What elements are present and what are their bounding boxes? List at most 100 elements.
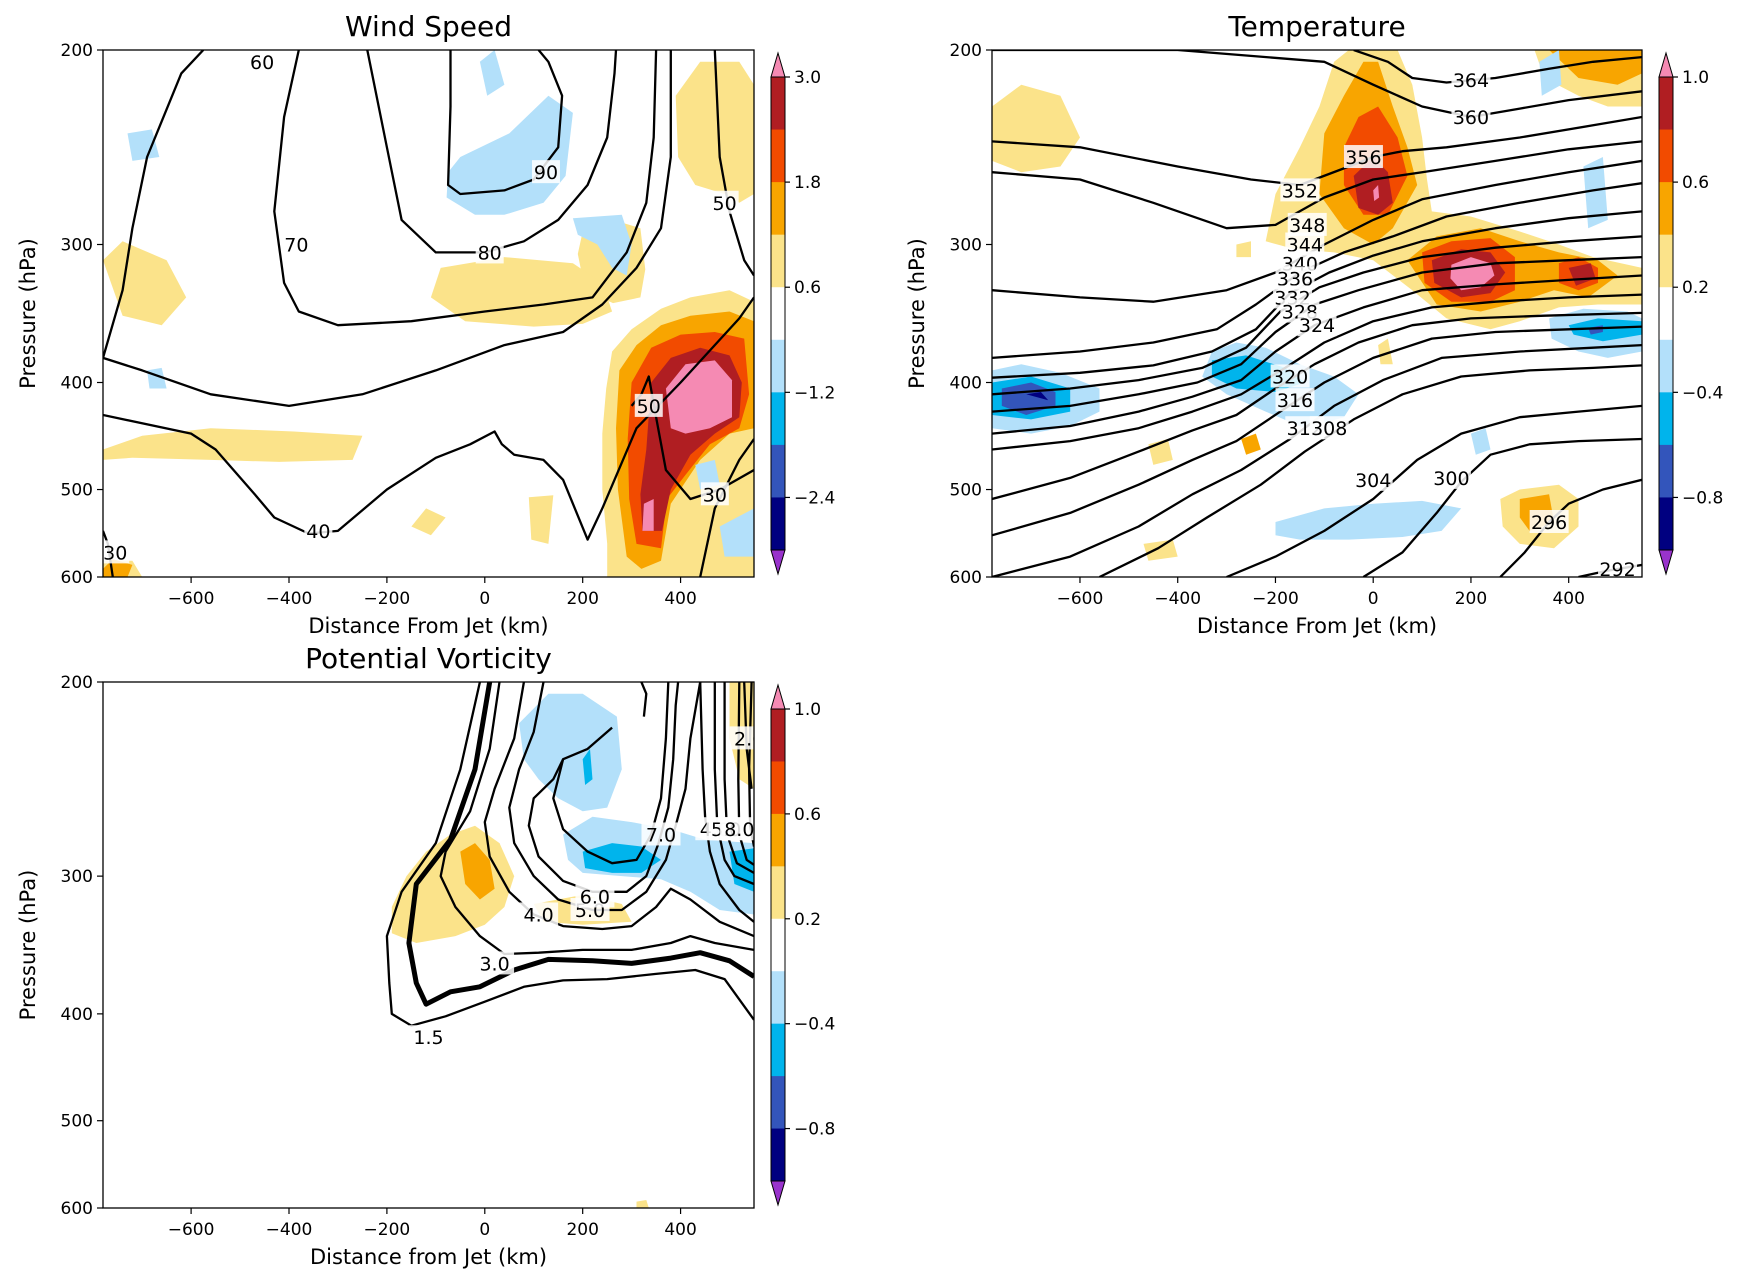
contour-label-bg [729,726,754,750]
x-tick-label: −200 [1252,589,1299,609]
y-tick-label: 500 [950,481,982,501]
colorbar-segment [771,287,785,341]
contour-label: 70 [284,235,308,257]
contour-label: 6.0 [580,886,610,908]
colorbar-segment [771,813,785,867]
colorbar-tick-label: 0.6 [794,805,821,825]
contour-label: 356 [1345,147,1381,169]
y-tick-label: 300 [61,867,93,887]
contour-label-bg [641,822,681,846]
contour-label-bg [1287,212,1327,236]
colorbar-extend-max [1658,51,1674,78]
colorbar-segment [771,1076,785,1130]
contour-label-bg [304,518,333,542]
contour-line [992,293,1642,451]
contour-label: 1.5 [413,1027,443,1049]
filled-region [446,95,573,215]
colorbar-segment [1659,77,1673,131]
contour-label: 4.0 [524,904,554,926]
colorbar: −0.8 −0.4 0.2 0.6 1.0 [1658,51,1723,576]
contour-label: 60 [250,52,274,74]
y-tick-label: 300 [950,236,982,256]
contour-label-bg [1353,467,1393,491]
contour-label: 300 [1433,468,1469,490]
colorbar-tick-label: −0.4 [1682,383,1723,403]
filled-region [563,816,754,915]
colorbar-tick-label: 0.6 [794,278,821,298]
contour-label: 348 [1289,215,1325,237]
contour-label: 324 [1299,315,1335,337]
colorbar-segment [771,182,785,236]
contour-line [406,682,754,1007]
contour-line [992,274,1642,435]
x-tick-label: 0 [1368,589,1379,609]
colorbar-extend-max [770,683,786,710]
colorbar-tick-label: −0.4 [794,1015,835,1035]
colorbar-segment [771,129,785,183]
y-tick-label: 200 [61,41,93,61]
x-tick-label: −400 [1154,589,1201,609]
filled-region [411,508,446,536]
plot-content: 1.53.04.05.06.07.04.05.08.02.0 [385,682,754,1208]
filled-region [528,495,554,544]
filled-region [665,360,732,434]
filled-region [695,459,720,490]
filled-region [1236,241,1251,258]
chart-title: Temperature [1227,10,1405,43]
colorbar-extend-min [770,549,786,576]
colorbar-extend-max [770,51,786,78]
colorbar-segment [1659,392,1673,446]
contour-label-bg [1309,416,1349,440]
colorbar-segment [771,497,785,551]
panel-temp: 3643603563523483443403363323283243203163… [905,10,1723,638]
contour-label-bg [248,50,277,73]
contour-line [385,682,754,1027]
contour-label-bg [1275,266,1315,290]
x-tick-label: 200 [1455,589,1487,609]
x-tick-label: −600 [1057,589,1104,609]
filled-region [572,214,632,276]
contour-label-bg [1275,388,1315,412]
colorbar-tick-label: 0.2 [1682,278,1709,298]
x-tick-label: 200 [566,589,598,609]
contour-label-bg [282,232,311,256]
filled-region [1583,157,1608,229]
colorbar: −2.4 −1.2 0.6 1.8 3.0 [770,51,835,576]
contour-line [446,50,564,196]
x-tick-label: 0 [479,1220,490,1240]
contour-label: 344 [1287,235,1323,257]
colorbar-tick-label: 0.6 [1682,173,1709,193]
contour-label: 30 [703,484,727,506]
filled-region [1026,392,1049,401]
y-axis-label: Pressure (hPa) [905,238,929,389]
contour-label: 50 [713,193,737,215]
contour-label-bg [475,240,504,264]
colorbar-segment [1659,287,1673,341]
contour-label: 292 [1599,559,1635,581]
colorbar-segment [1659,339,1673,393]
contour-label-bg [1431,465,1471,489]
filled-region [1143,539,1178,561]
colorbar-segment [1659,497,1673,551]
filled-region [127,129,160,161]
contour-line [103,50,672,408]
contour-label-bg [531,160,560,184]
colorbar-frame [1658,76,1674,551]
colorbar-segment [771,1128,785,1182]
contour-label: 40 [306,521,330,543]
y-tick-label: 500 [61,481,93,501]
colorbar-tick-label: −0.8 [1682,488,1723,508]
plot-content: 30 30 40 50 50 60 70 80 90 [103,50,754,577]
y-tick-label: 600 [950,568,982,588]
x-tick-label: 400 [664,1220,696,1240]
filled-region [1470,428,1491,455]
x-tick-label: −600 [168,589,215,609]
contour-line [1098,364,1642,577]
contour-label: 364 [1453,70,1489,92]
contour-label-bg [519,902,559,926]
chart-title: Potential Vorticity [305,642,552,675]
contour-label: 308 [1311,418,1347,440]
contour-label-bg [575,884,615,908]
colorbar-segment [771,1023,785,1077]
colorbar-segment [1659,129,1673,183]
